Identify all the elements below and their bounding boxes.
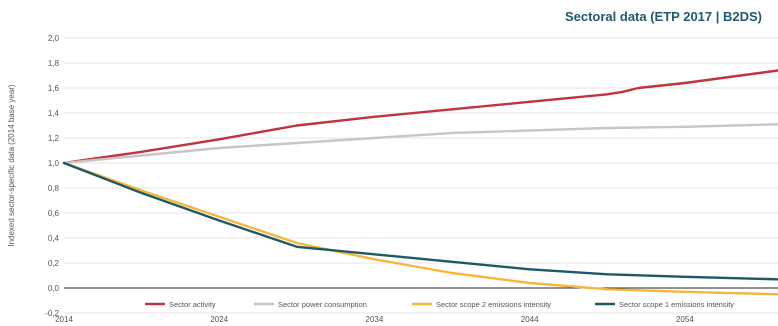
y-tick-label: 0,0: [48, 284, 60, 293]
x-tick-label: 2034: [366, 315, 384, 324]
x-tick-label: 2024: [210, 315, 228, 324]
chart-title: Sectoral data (ETP 2017 | B2DS): [564, 9, 762, 24]
series-line: [62, 161, 778, 296]
y-axis-label: Indexed sector-specific data (2014 base …: [7, 84, 16, 247]
y-tick-label: 1,2: [48, 134, 60, 143]
series-line: [62, 69, 778, 165]
y-tick-label: 1,8: [48, 59, 60, 68]
y-tick-label: 0,8: [48, 184, 60, 193]
series-line: [62, 123, 778, 165]
y-tick-label: 0,2: [48, 259, 60, 268]
y-tick-label: 1,0: [48, 159, 60, 168]
legend-label: Sector scope 2 emissions intensity: [436, 300, 551, 309]
x-tick-label: 2044: [521, 315, 539, 324]
legend-label: Sector scope 1 emissions intensity: [619, 300, 734, 309]
legend-label: Sector power consumption: [278, 300, 367, 309]
y-tick-label: 2,0: [48, 34, 60, 43]
series-lines: [62, 69, 778, 296]
series-line: [62, 161, 778, 281]
legend-label: Sector activity: [169, 300, 216, 309]
y-tick-label: 1,6: [48, 84, 60, 93]
x-tick-label: 2014: [55, 315, 73, 324]
x-tick-label: 2054: [676, 315, 694, 324]
axes: -0,2 0,0 0,2 0,4 0,6 0,8 1,0 1,2 1,4 1,6 1,8 2,0 201…: [45, 34, 778, 324]
y-tick-label: 0,6: [48, 209, 60, 218]
grid: [64, 37, 778, 314]
y-tick-label: -0,2: [45, 309, 59, 318]
legend: Sector activity Sector power consumption S…: [145, 300, 734, 309]
y-tick-label: 1,4: [48, 109, 60, 118]
y-tick-label: 0,4: [48, 234, 60, 243]
